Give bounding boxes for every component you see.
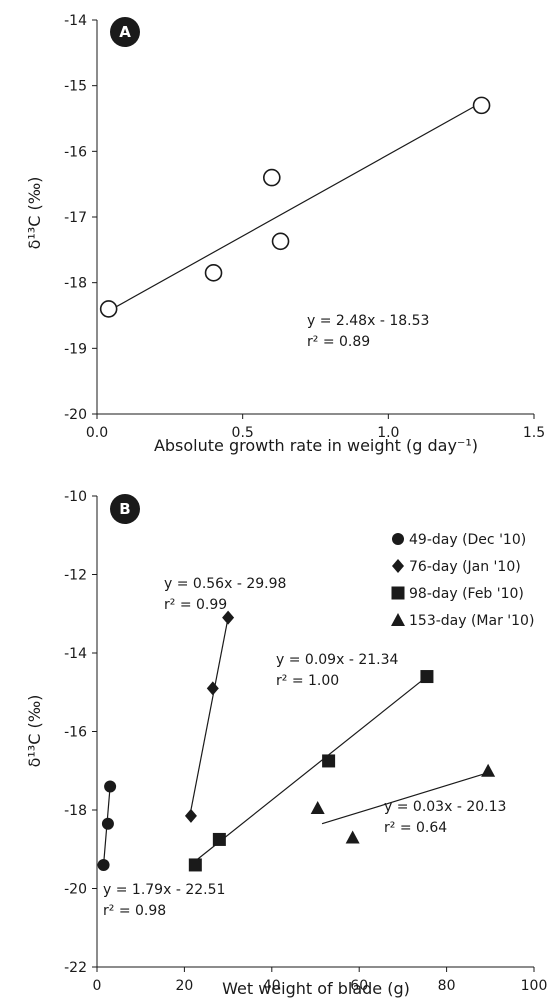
- data-point-diamond: [184, 808, 197, 823]
- regression-line: [321, 772, 489, 825]
- panel-b: B -22 -20 -18 -16 -14 -12 -10 0 20 40 60 80 100 y =…: [25, 489, 547, 998]
- panel-b-r2-49day: r² = 0.98: [103, 903, 166, 919]
- legend-marker-triangle: [391, 613, 405, 626]
- y-tick-label: -14: [64, 646, 87, 662]
- panel-b-x-axis-title: Wet weight of blade (g): [222, 979, 410, 998]
- legend-label: 153-day (Mar '10): [409, 613, 534, 629]
- y-tick-label: -19: [64, 341, 87, 357]
- y-tick-label: -18: [64, 276, 87, 292]
- y-tick-label: -17: [64, 210, 87, 226]
- x-tick-label: 80: [438, 978, 456, 994]
- y-tick-label: -10: [64, 489, 87, 505]
- data-point-open-circle: [262, 168, 281, 187]
- legend-item: 153-day (Mar '10): [391, 613, 534, 629]
- y-tick-label: -16: [64, 144, 87, 160]
- panel-b-badge-circle: [110, 494, 140, 524]
- panel-b-equation-49day: y = 1.79x - 22.51: [103, 882, 225, 898]
- panel-a-equation: y = 2.48x - 18.53: [307, 313, 429, 329]
- panel-b-equation-98day: y = 0.09x - 21.34: [276, 652, 398, 668]
- data-point-open-circle: [204, 264, 223, 282]
- y-tick-label: -16: [64, 725, 87, 741]
- x-tick-label: 1.0: [377, 425, 399, 441]
- data-point-square: [212, 832, 226, 846]
- legend-item: 98-day (Feb '10): [391, 586, 524, 602]
- panel-a: A -20 -19 -18 -17 -16 -15 -14 0.0 0.5 1.0 1.5 y =…: [25, 13, 545, 455]
- x-tick-label: 100: [521, 978, 548, 994]
- panel-b-y-axis-title: δ¹³C (‰): [25, 695, 44, 768]
- legend-label: 49-day (Dec '10): [409, 532, 526, 548]
- panel-b-equation-76day: y = 0.56x - 29.98: [164, 576, 286, 592]
- panel-b-fit-lines: [102, 617, 489, 865]
- panel-a-badge-circle: [110, 17, 140, 47]
- panel-b-legend: 49-day (Dec '10) 76-day (Jan '10) 98-day (…: [391, 532, 534, 629]
- legend-item: 76-day (Jan '10): [392, 559, 521, 575]
- data-point-triangle: [481, 763, 496, 777]
- x-tick-label: 0.5: [232, 425, 254, 441]
- y-tick-label: -15: [64, 79, 87, 95]
- data-point-square: [322, 754, 336, 768]
- panel-a-x-ticks: 0.0 0.5 1.0 1.5: [86, 414, 545, 441]
- data-point-circle: [97, 858, 110, 871]
- y-tick-label: -22: [64, 960, 87, 976]
- x-tick-label: 1.5: [523, 425, 545, 441]
- panel-b-badge-label: B: [119, 500, 130, 518]
- panel-a-badge: A: [110, 17, 140, 47]
- panel-a-r2: r² = 0.89: [307, 334, 370, 350]
- panel-b-equation-153day: y = 0.03x - 20.13: [384, 799, 506, 815]
- panel-b-x-ticks: 0 20 40 60 80 100: [93, 967, 548, 994]
- panel-b-r2-76day: r² = 0.99: [164, 597, 227, 613]
- data-point-square: [420, 670, 434, 684]
- data-point-triangle: [310, 801, 325, 815]
- x-tick-label: 20: [175, 978, 193, 994]
- legend-marker-diamond: [392, 559, 404, 573]
- panel-b-r2-153day: r² = 0.64: [384, 820, 447, 836]
- data-point-open-circle: [271, 232, 290, 251]
- x-tick-label: 40: [263, 978, 281, 994]
- panel-a-y-ticks: -20 -19 -18 -17 -16 -15 -14: [64, 13, 97, 423]
- regression-line: [190, 617, 229, 811]
- y-tick-label: -20: [64, 407, 87, 423]
- panel-b-points: [97, 610, 496, 872]
- data-point-triangle: [345, 830, 360, 844]
- legend-label: 76-day (Jan '10): [409, 559, 521, 575]
- panel-a-y-axis-title: δ¹³C (‰): [25, 177, 44, 250]
- panel-a-badge-label: A: [119, 23, 131, 41]
- x-tick-label: 60: [350, 978, 368, 994]
- data-point-square: [188, 858, 202, 872]
- x-tick-label: 0: [93, 978, 102, 994]
- legend-marker-square: [391, 586, 405, 600]
- regression-line: [194, 676, 428, 862]
- data-point-circle: [101, 817, 114, 830]
- legend-item: 49-day (Dec '10): [392, 532, 526, 548]
- panel-a-x-axis-title: Absolute growth rate in weight (g day⁻¹): [154, 436, 478, 455]
- data-point-open-circle: [99, 300, 118, 318]
- panel-b-y-ticks: -22 -20 -18 -16 -14 -12 -10: [64, 489, 97, 976]
- y-tick-label: -14: [64, 13, 87, 29]
- data-point-diamond: [206, 681, 219, 696]
- data-point-open-circle: [472, 96, 491, 115]
- panel-b-badge: B: [110, 494, 140, 524]
- legend-marker-circle: [392, 533, 404, 545]
- y-tick-label: -20: [64, 882, 87, 898]
- regression-line: [108, 101, 482, 312]
- panel-b-r2-98day: r² = 1.00: [276, 673, 339, 689]
- panel-a-fit-lines: [108, 101, 482, 312]
- y-tick-label: -12: [64, 568, 87, 584]
- panel-a-points: [99, 96, 491, 318]
- data-point-diamond: [222, 610, 235, 625]
- x-tick-label: 0.0: [86, 425, 108, 441]
- data-point-circle: [104, 780, 117, 793]
- legend-label: 98-day (Feb '10): [409, 586, 524, 602]
- y-tick-label: -18: [64, 803, 87, 819]
